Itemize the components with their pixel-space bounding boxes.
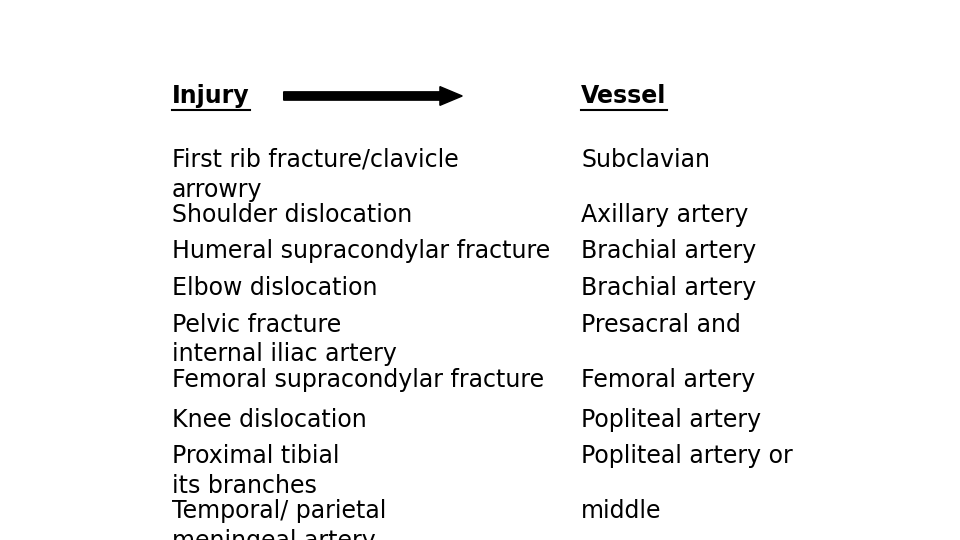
- Text: Femoral artery: Femoral artery: [581, 368, 756, 392]
- Text: middle: middle: [581, 499, 661, 523]
- Text: Injury: Injury: [172, 84, 250, 108]
- Text: Temporal/ parietal
meningeal artery: Temporal/ parietal meningeal artery: [172, 499, 387, 540]
- Text: First rib fracture/clavicle
arrowry: First rib fracture/clavicle arrowry: [172, 148, 459, 201]
- FancyArrow shape: [284, 86, 463, 105]
- Text: Humeral supracondylar fracture: Humeral supracondylar fracture: [172, 239, 550, 264]
- Text: Vessel: Vessel: [581, 84, 666, 108]
- Text: Femoral supracondylar fracture: Femoral supracondylar fracture: [172, 368, 544, 392]
- Text: Knee dislocation: Knee dislocation: [172, 408, 367, 432]
- Text: Elbow dislocation: Elbow dislocation: [172, 276, 377, 300]
- Text: Brachial artery: Brachial artery: [581, 239, 756, 264]
- Text: Proximal tibial
its branches: Proximal tibial its branches: [172, 444, 340, 498]
- Text: Pelvic fracture
internal iliac artery: Pelvic fracture internal iliac artery: [172, 313, 396, 366]
- Text: Axillary artery: Axillary artery: [581, 203, 749, 227]
- Text: Popliteal artery: Popliteal artery: [581, 408, 761, 432]
- Text: Shoulder dislocation: Shoulder dislocation: [172, 203, 413, 227]
- Text: Presacral and: Presacral and: [581, 313, 741, 336]
- Text: Popliteal artery or: Popliteal artery or: [581, 444, 793, 468]
- Text: Subclavian: Subclavian: [581, 148, 710, 172]
- Text: Brachial artery: Brachial artery: [581, 276, 756, 300]
